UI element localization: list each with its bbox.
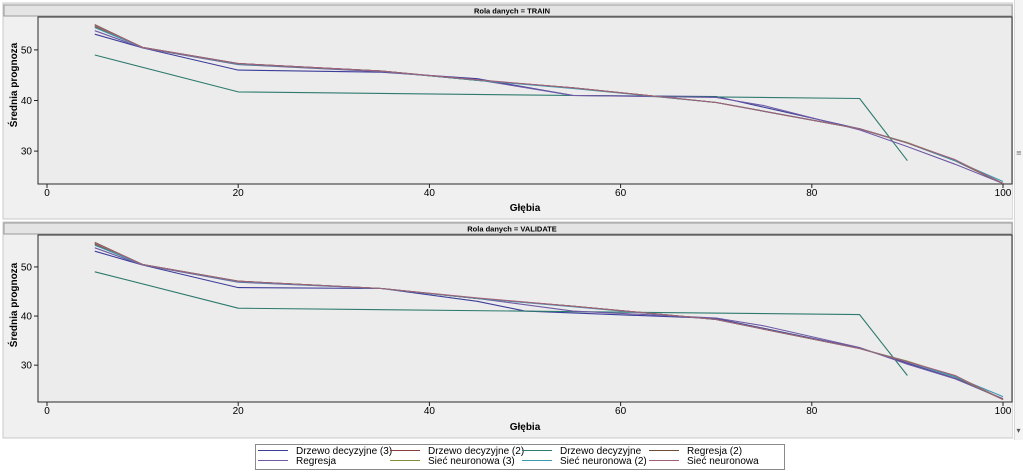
legend-item: Drzewo decyzyjne	[522, 446, 641, 457]
y-tick-label: 50	[21, 45, 33, 56]
legend-label: Sieć neuronowa (3)	[428, 456, 515, 467]
legend-item: Drzewo decyzyjne (3)	[258, 446, 392, 457]
y-tick-label: 40	[21, 96, 33, 107]
panel-title-strip	[3, 222, 1013, 235]
legend-item: Sieć neuronowa	[649, 456, 759, 467]
chart-legend: Drzewo decyzyjne (3) Drzewo decyzyjne (2)…	[255, 444, 785, 470]
series-line-3	[94, 271, 908, 376]
legend-swatch	[649, 459, 679, 461]
y-axis-label: Średnia prognoza	[7, 262, 20, 347]
x-tick-label: 0	[44, 406, 50, 417]
x-tick-label: 40	[424, 406, 436, 417]
y-tick-label: 50	[21, 262, 33, 273]
legend-swatch	[258, 449, 288, 451]
panel-title: Rola danych = TRAIN	[474, 7, 550, 16]
series-line-8	[94, 242, 1004, 400]
x-tick-label: 60	[615, 406, 627, 417]
legend-label: Sieć neuronowa	[687, 456, 759, 467]
x-tick-label: 60	[615, 188, 627, 199]
legend-swatch	[390, 449, 420, 451]
x-tick-label: 0	[44, 188, 50, 199]
legend-swatch	[522, 449, 552, 451]
x-axis-label: Głębia	[510, 203, 541, 214]
plot-area	[37, 16, 1013, 185]
vertical-scrollbar[interactable]	[1014, 0, 1023, 440]
legend-label: Sieć neuronowa (2)	[560, 456, 647, 467]
legend-label: Regresja	[296, 456, 337, 467]
panel-title: Rola danych = VALIDATE	[467, 225, 557, 234]
x-tick-label: 80	[806, 406, 818, 417]
legend-label: Drzewo decyzyjne (2)	[428, 446, 525, 457]
scrollbar-grip-icon[interactable]: ≡	[1016, 149, 1022, 157]
legend-item: Sieć neuronowa (2)	[522, 456, 647, 467]
chart-panel-1: Rola danych = TRAIN 30 40 50 0 20 40 60 80 100 Głę…	[2, 2, 1013, 220]
x-tick-label: 80	[806, 188, 818, 199]
plot-area	[37, 234, 1013, 403]
y-axis-label: Średnia prognoza	[7, 42, 20, 127]
legend-swatch	[649, 449, 679, 451]
legend-item: Regresja (2)	[649, 446, 742, 457]
chart-canvas: Rola danych = TRAIN 30 40 50 0 20 40 60 80 100 Głę…	[2, 2, 1013, 439]
y-tick-label: 30	[21, 361, 33, 372]
legend-swatch	[258, 459, 288, 461]
legend-label: Drzewo decyzyjne (3)	[296, 446, 393, 457]
x-tick-label: 100	[995, 406, 1012, 417]
series-line-8	[94, 24, 1004, 184]
legend-label: Drzewo decyzyjne	[560, 446, 642, 457]
legend-item: Sieć neuronowa (3)	[390, 456, 515, 467]
scroll-down-arrow-icon[interactable]: ▾	[1016, 426, 1021, 435]
legend-swatch	[390, 459, 420, 461]
legend-item: Regresja	[258, 456, 336, 467]
legend-item: Drzewo decyzyjne (2)	[390, 446, 524, 457]
x-axis-label: Głębia	[510, 422, 541, 433]
x-tick-label: 20	[233, 188, 245, 199]
x-tick-label: 40	[424, 188, 436, 199]
x-tick-label: 100	[995, 188, 1012, 199]
panel-title-strip	[3, 4, 1013, 17]
chart-panel-2: Rola danych = VALIDATE 30 40 50 0 20 40 60 80 100…	[2, 221, 1013, 439]
y-tick-label: 40	[21, 312, 33, 323]
legend-swatch	[522, 459, 552, 461]
y-tick-label: 30	[21, 147, 33, 158]
legend-label: Regresja (2)	[687, 446, 743, 457]
series-line-3	[94, 54, 908, 162]
x-tick-label: 20	[233, 406, 245, 417]
